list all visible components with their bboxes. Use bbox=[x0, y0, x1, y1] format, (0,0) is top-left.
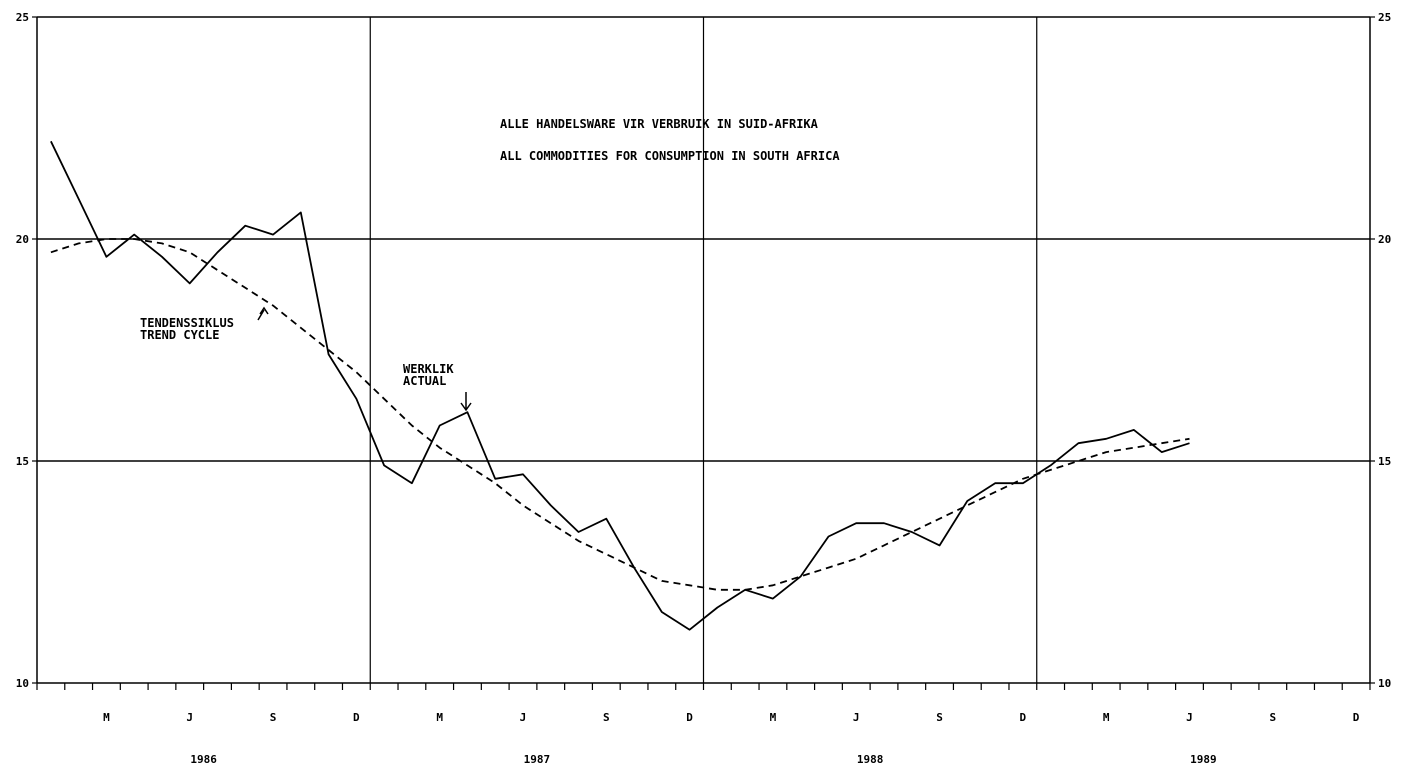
year-label: 1986 bbox=[190, 753, 217, 766]
year-label: 1987 bbox=[524, 753, 551, 766]
x-tick-label: J bbox=[1186, 711, 1193, 724]
annotation-trend-line-1: TENDENSSIKLUS bbox=[140, 316, 234, 330]
x-tick-label: D bbox=[686, 711, 693, 724]
y-tick-label-right: 10 bbox=[1378, 677, 1391, 690]
x-ticks bbox=[32, 16, 1375, 690]
y-tick-label-right: 15 bbox=[1378, 455, 1391, 468]
x-tick-label: M bbox=[770, 711, 777, 724]
chart-title-line-2: ALL COMMODITIES FOR CONSUMPTION IN SOUTH… bbox=[500, 149, 840, 163]
x-tick-label: J bbox=[853, 711, 860, 724]
chart-title-line-1: ALLE HANDELSWARE VIR VERBRUIK IN SUID-AF… bbox=[500, 117, 819, 131]
annotation-actual-line-2: ACTUAL bbox=[403, 374, 446, 388]
annotation-trend-line-2: TREND CYCLE bbox=[140, 328, 219, 342]
trend-annotation-arrow bbox=[257, 306, 269, 321]
x-tick-label: J bbox=[520, 711, 527, 724]
x-tick-label: S bbox=[936, 711, 943, 724]
labels: M J S D M J S D M J S D M J S D 1986 1987 1988 1989 10 15 20 25… bbox=[16, 11, 1392, 766]
actual-annotation-arrow bbox=[460, 392, 472, 412]
y-tick-label-left: 25 bbox=[16, 11, 29, 24]
x-tick-label: D bbox=[1020, 711, 1027, 724]
x-tick-label: S bbox=[1269, 711, 1276, 724]
y-tick-label-left: 15 bbox=[16, 455, 29, 468]
series-layer bbox=[50, 140, 1190, 631]
series-line-trend bbox=[50, 238, 1190, 591]
annotation-actual-line-1: WERKLIK bbox=[403, 362, 454, 376]
x-tick-label: M bbox=[103, 711, 110, 724]
y-tick-label-right: 25 bbox=[1378, 11, 1391, 24]
grid-lines bbox=[37, 17, 1370, 683]
y-tick-label-left: 20 bbox=[16, 233, 29, 246]
x-tick-label: M bbox=[1103, 711, 1110, 724]
x-tick-label: D bbox=[1353, 711, 1360, 724]
year-label: 1988 bbox=[857, 753, 884, 766]
x-tick-label: S bbox=[603, 711, 610, 724]
x-tick-label: D bbox=[353, 711, 360, 724]
x-tick-label: S bbox=[270, 711, 277, 724]
x-tick-label: M bbox=[436, 711, 443, 724]
series-line-actual bbox=[50, 140, 1190, 631]
y-tick-label-right: 20 bbox=[1378, 233, 1391, 246]
x-tick-label: J bbox=[186, 711, 193, 724]
year-label: 1989 bbox=[1190, 753, 1217, 766]
y-tick-label-left: 10 bbox=[16, 677, 29, 690]
